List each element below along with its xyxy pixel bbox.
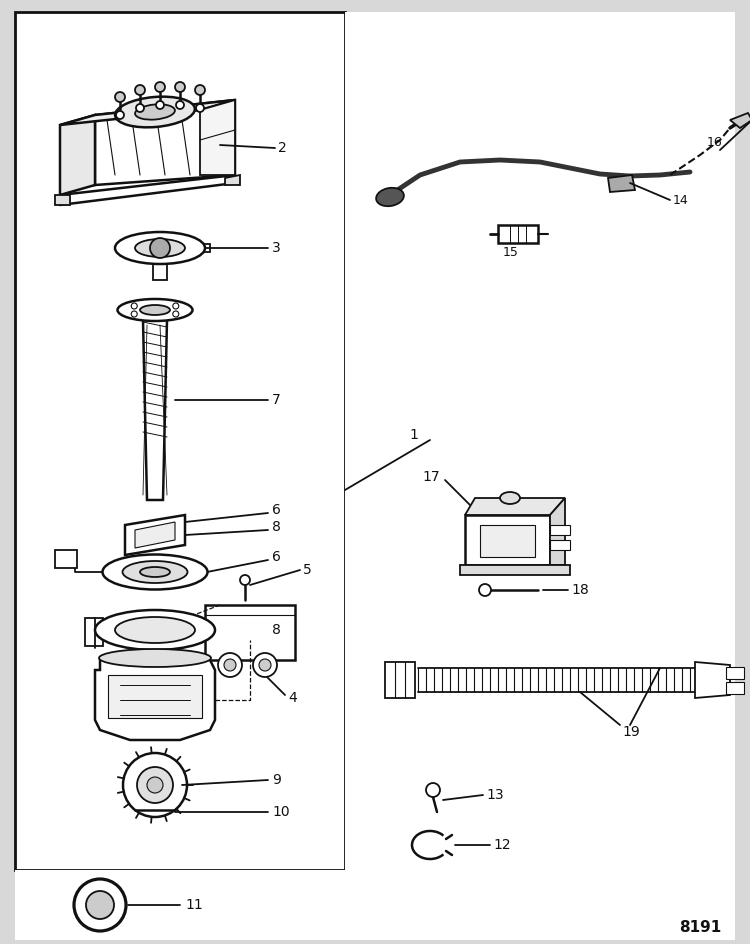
Polygon shape [60,115,95,195]
Circle shape [240,575,250,585]
Bar [498,225,538,243]
Circle shape [135,85,145,95]
Bar [210,618,228,646]
Circle shape [155,82,165,92]
Text: 19: 19 [622,725,640,739]
Ellipse shape [118,299,193,321]
Polygon shape [550,498,565,565]
Bar [153,262,167,280]
Circle shape [131,303,137,309]
Ellipse shape [99,649,211,667]
Circle shape [156,101,164,109]
Bar [465,515,550,565]
Bar [726,682,744,694]
Ellipse shape [122,561,188,583]
Ellipse shape [376,188,404,206]
Text: 8: 8 [272,623,280,637]
Circle shape [426,783,440,797]
Text: 6: 6 [272,503,280,517]
Circle shape [253,653,277,677]
Circle shape [86,891,114,919]
Text: 15: 15 [503,245,519,259]
Circle shape [172,303,178,309]
Circle shape [150,238,170,258]
Polygon shape [730,113,750,128]
Bar [85,618,103,646]
Text: 1: 1 [410,428,418,442]
Bar [15,12,345,870]
Circle shape [479,584,491,596]
Circle shape [259,659,271,671]
Text: 14: 14 [673,194,688,207]
Text: 4: 4 [288,691,297,705]
Circle shape [74,879,126,931]
Text: 13: 13 [486,788,504,802]
Text: 18: 18 [571,583,589,597]
Circle shape [131,311,137,317]
Circle shape [218,653,242,677]
Text: 8: 8 [272,520,280,534]
Polygon shape [143,320,167,500]
Text: 9: 9 [272,773,280,787]
Ellipse shape [140,305,170,315]
Polygon shape [608,175,635,192]
Text: 2: 2 [278,141,286,155]
Circle shape [224,659,236,671]
Polygon shape [695,662,730,698]
Bar [200,244,210,252]
Text: 7: 7 [272,393,280,407]
Polygon shape [108,675,202,718]
Polygon shape [200,100,235,175]
Ellipse shape [140,567,170,577]
Bar [460,565,570,575]
Text: 6: 6 [272,550,280,564]
Ellipse shape [116,96,195,127]
Circle shape [115,92,125,102]
Text: 17: 17 [422,470,440,484]
Polygon shape [125,515,185,555]
Ellipse shape [500,492,520,504]
Polygon shape [95,100,235,185]
Circle shape [137,767,173,803]
Text: 8191: 8191 [679,920,722,936]
Polygon shape [225,175,240,185]
Polygon shape [55,195,70,205]
Bar [15,870,735,940]
Polygon shape [60,100,235,125]
Text: 16: 16 [706,137,722,149]
Circle shape [123,753,187,817]
Bar [385,662,415,698]
Text: 3: 3 [272,241,280,255]
Circle shape [176,101,184,109]
Bar [205,605,295,660]
Circle shape [195,85,205,95]
Circle shape [172,311,178,317]
Polygon shape [95,655,215,740]
Bar [726,667,744,679]
Text: 12: 12 [493,838,511,852]
Bar [480,525,535,557]
Ellipse shape [103,554,208,589]
Ellipse shape [135,239,185,257]
Circle shape [196,104,204,112]
Bar [55,550,77,568]
Circle shape [116,111,124,119]
Ellipse shape [115,232,205,264]
Text: 5: 5 [303,563,312,577]
Polygon shape [135,522,175,548]
Ellipse shape [115,617,195,643]
Text: 10: 10 [272,805,290,819]
Ellipse shape [95,610,215,650]
Text: 11: 11 [185,898,202,912]
Circle shape [136,104,144,112]
Bar [550,525,570,535]
Bar [550,540,570,550]
Circle shape [147,777,163,793]
Bar [345,12,735,870]
Polygon shape [465,498,565,515]
Ellipse shape [135,105,175,120]
Circle shape [175,82,185,92]
